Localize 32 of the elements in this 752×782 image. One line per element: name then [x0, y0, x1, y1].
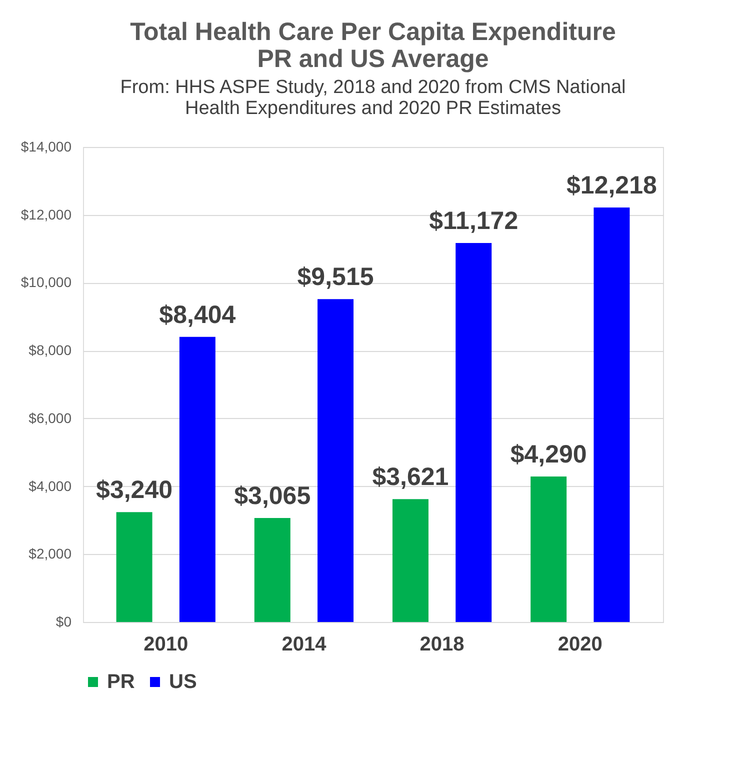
bar — [392, 499, 428, 622]
bar — [254, 518, 290, 622]
data-label: $9,515 — [297, 263, 374, 292]
y-tick-label: $4,000 — [28, 478, 72, 494]
data-label: $3,065 — [234, 482, 311, 510]
x-tick-label: 2014 — [282, 634, 328, 656]
data-label: $4,290 — [510, 440, 587, 468]
data-label: $3,240 — [96, 476, 173, 504]
legend-label: US — [169, 671, 197, 693]
bar — [456, 242, 492, 622]
y-tick-label: $12,000 — [20, 206, 72, 222]
bar — [530, 476, 567, 622]
bar — [116, 512, 152, 622]
y-tick-label: $0 — [56, 614, 72, 630]
y-tick-label: $6,000 — [28, 410, 72, 426]
y-tick-label: $14,000 — [20, 138, 72, 154]
data-label: $8,404 — [159, 300, 236, 329]
chart-subtitle: From: HHS ASPE Study, 2018 and 2020 from CMS National Health Expenditures and 2020 PR Estimates — [120, 77, 626, 119]
y-tick-label: $2,000 — [28, 546, 72, 562]
y-tick-label: $10,000 — [20, 274, 72, 290]
legend-label: PR — [107, 671, 136, 693]
x-tick-label: 2018 — [420, 634, 464, 656]
bar — [318, 299, 354, 622]
data-label: $11,172 — [429, 206, 518, 235]
data-label: $3,621 — [372, 463, 449, 492]
chart-title: Total Health Care Per Capita Expenditure PR and US Average — [130, 18, 616, 73]
data-label: $12,218 — [566, 171, 657, 200]
bar — [179, 336, 216, 622]
x-tick-label: 2010 — [144, 634, 188, 656]
bar — [594, 207, 630, 622]
y-tick-label: $8,000 — [28, 342, 72, 358]
x-tick-label: 2020 — [558, 634, 602, 656]
